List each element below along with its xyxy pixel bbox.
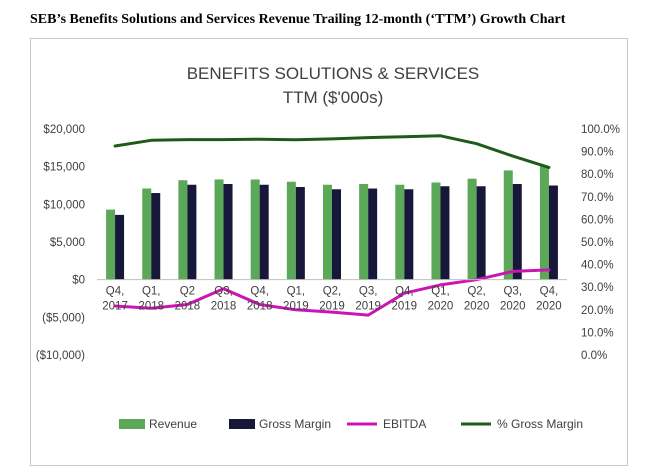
revenue-bar	[142, 188, 152, 280]
x-tick-label-year: 2018	[138, 301, 164, 313]
chart-title: BENEFITS SOLUTIONS & SERVICES	[187, 64, 480, 83]
x-tick-label-quarter: Q2	[180, 286, 195, 298]
x-tick-label-year: 2020	[464, 301, 490, 313]
y-left-tick-label: $0	[72, 275, 85, 287]
y-right-tick-label: 50.0%	[581, 237, 614, 249]
legend-label: Gross Margin	[259, 417, 331, 431]
x-tick-label-quarter: Q1,	[431, 286, 450, 298]
gross-margin-bar	[440, 186, 450, 280]
x-tick-label-year: 2020	[428, 301, 454, 313]
legend-gross-margin-pct: % Gross Margin	[461, 417, 583, 431]
gross-margin-bar	[368, 188, 378, 280]
legend-swatch	[229, 419, 255, 429]
x-tick-label-year: 2018	[211, 301, 237, 313]
gross-margin-bar	[332, 189, 341, 280]
y-right-tick-label: 30.0%	[581, 282, 614, 294]
bars-layer	[106, 165, 558, 280]
x-tick-label-year: 2017	[102, 301, 128, 313]
gross-margin-bar	[151, 193, 161, 280]
gross-margin-bar	[512, 183, 522, 280]
legend-label: EBITDA	[383, 417, 426, 431]
x-tick-label-year: 2019	[319, 301, 345, 313]
gross-margin-pct-line	[113, 134, 551, 169]
x-tick-label-quarter: Q3,	[503, 286, 522, 298]
revenue-bar	[323, 184, 332, 280]
x-tick-label-year: 2018	[247, 301, 273, 313]
revenue-bar	[286, 181, 296, 280]
legend: Revenue Gross Margin EBITDA % Gross Margin	[119, 417, 583, 431]
revenue-bar	[431, 182, 441, 280]
gross-margin-bar	[223, 183, 233, 280]
y-right-tick-label: 80.0%	[581, 169, 614, 181]
x-tick-label-year: 2020	[536, 301, 562, 313]
y-right-tick-label: 70.0%	[581, 192, 614, 204]
x-tick-label-quarter: Q3,	[359, 286, 378, 298]
gross-margin-bar	[476, 186, 486, 280]
gross-margin-bar	[187, 184, 197, 280]
revenue-bar	[395, 184, 405, 280]
gross-margin-bar	[259, 184, 269, 280]
y-right-tick-label: 10.0%	[581, 327, 614, 339]
y-left-tick-label: $5,000	[50, 237, 85, 249]
revenue-bar	[250, 179, 260, 280]
y-left-tick-label: $15,000	[43, 162, 85, 174]
y-right-tick-label: 90.0%	[581, 147, 614, 159]
legend-label: Revenue	[149, 417, 197, 431]
y-right-tick-label: 40.0%	[581, 260, 614, 272]
y-left-tick-label: ($10,000)	[36, 350, 85, 362]
revenue-bar	[539, 165, 549, 280]
chart-svg: BENEFITS SOLUTIONS & SERVICES TTM ($'000…	[36, 64, 620, 431]
y-right-tick-label: 20.0%	[581, 305, 614, 317]
y-right-tick-label: 100.0%	[581, 124, 620, 136]
legend-swatch	[119, 419, 145, 429]
x-tick-label-year: 2019	[355, 301, 381, 313]
x-tick-label-quarter: Q4,	[540, 286, 559, 298]
gross-margin-bar	[404, 189, 414, 280]
legend-ebitda: EBITDA	[347, 417, 426, 431]
x-tick-label-year: 2018	[175, 301, 201, 313]
y-left-tick-label: $10,000	[43, 199, 85, 211]
revenue-bar	[106, 209, 116, 280]
x-tick-label-quarter: Q4,	[106, 286, 125, 298]
x-tick-label-quarter: Q4,	[395, 286, 414, 298]
y-right-tick-label: 0.0%	[581, 350, 607, 362]
x-tick-label-quarter: Q3,	[214, 286, 233, 298]
axes-layer: ($10,000) ($5,000) $0 $5,000 $10,000 $15,000 $…	[36, 124, 620, 362]
chart-frame: BENEFITS SOLUTIONS & SERVICES TTM ($'000…	[30, 38, 628, 466]
revenue-bar	[214, 179, 224, 280]
x-tick-label-quarter: Q4,	[250, 286, 269, 298]
gross-margin-bar	[115, 214, 125, 280]
gross-margin-bar	[295, 187, 305, 280]
x-tick-label-year: 2020	[500, 301, 526, 313]
legend-revenue: Revenue	[119, 417, 197, 431]
x-tick-label-year: 2019	[283, 301, 309, 313]
x-tick-label-quarter: Q1,	[142, 286, 161, 298]
x-tick-label-quarter: Q2,	[323, 286, 342, 298]
y-left-tick-label: $20,000	[43, 124, 85, 136]
chart-subtitle: TTM ($'000s)	[283, 88, 384, 107]
legend-gross-margin: Gross Margin	[229, 417, 331, 431]
revenue-bar	[178, 180, 188, 280]
x-tick-label-year: 2019	[392, 301, 418, 313]
x-tick-label-quarter: Q1,	[287, 286, 306, 298]
y-left-tick-label: ($5,000)	[42, 312, 85, 324]
gross-margin-bar	[548, 185, 558, 280]
legend-label: % Gross Margin	[497, 417, 583, 431]
revenue-bar	[467, 178, 477, 280]
revenue-bar	[359, 183, 369, 280]
y-right-tick-label: 60.0%	[581, 214, 614, 226]
x-tick-label-quarter: Q2,	[467, 286, 486, 298]
page-heading: SEB’s Benefits Solutions and Services Re…	[30, 12, 566, 27]
revenue-bar	[503, 170, 513, 280]
